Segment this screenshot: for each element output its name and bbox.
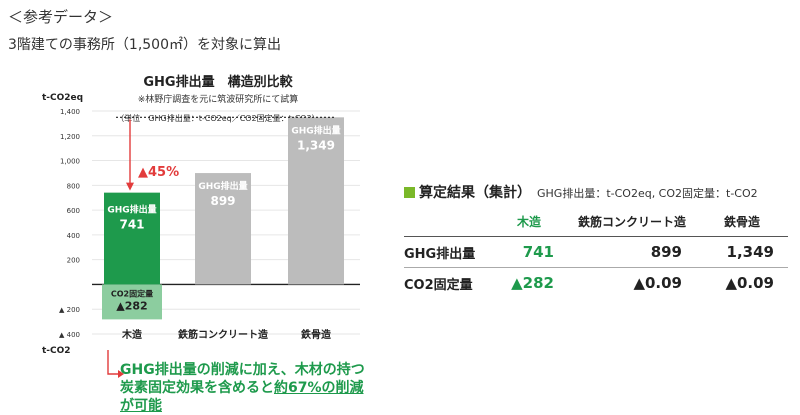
bar-ghg-2 xyxy=(195,173,251,285)
x-category-label: 鉄筋コンクリート造 xyxy=(178,328,269,341)
y-tick-label: 1,000 xyxy=(60,158,80,166)
y-tick-label: 800 xyxy=(67,182,80,190)
reduction-note: GHG排出量の削減に加え、木材の持つ炭素固定効果を含めると約67%の削減が可能 xyxy=(120,362,365,414)
summary-cell: 1,349 xyxy=(696,236,788,268)
summary-cell: ▲0.09 xyxy=(633,274,682,292)
y-axis-label-top: t-CO2eq xyxy=(42,93,83,103)
summary-title: 算定結果（集計） GHG排出量：t-CO2eq, CO2固定量：t-CO2 xyxy=(404,182,758,202)
summary-col-blank xyxy=(404,206,490,237)
summary-table: 木造 鉄筋コンクリート造 鉄骨造 GHG排出量 741 899 1,349 CO… xyxy=(404,206,788,298)
bar-value-label: 741 xyxy=(119,218,144,232)
summary-row-label: CO2固定量 xyxy=(404,277,473,293)
bar-value-label: 1,349 xyxy=(297,138,335,152)
y-tick-label: 1,200 xyxy=(60,133,80,141)
ghg-comparison-chart: GHG排出量 構造別比較 ※林野庁調査を元に筑波研究所にて試算 （単位 GHG排… xyxy=(42,74,360,378)
summary-cell: 741 xyxy=(490,236,568,268)
summary-col-steel: 鉄骨造 xyxy=(696,206,788,237)
y-tick-label: ▲ 400 xyxy=(59,331,80,339)
table-row: CO2固定量 ▲282 ▲0.09 ▲0.09 xyxy=(404,268,788,299)
summary-unit: GHG排出量：t-CO2eq, CO2固定量：t-CO2 xyxy=(537,187,758,200)
x-category-label: 木造 xyxy=(121,328,143,341)
y-tick-label: ▲ 200 xyxy=(59,306,80,314)
y-tick-label: 400 xyxy=(67,232,80,240)
reduction-percent-label: ▲45% xyxy=(138,165,179,180)
bar-ghg-3 xyxy=(288,117,344,285)
fixed-series-label: CO2固定量 xyxy=(111,288,153,298)
bar-series-label: GHG排出量 xyxy=(198,180,247,192)
arrow-head-icon xyxy=(126,182,134,191)
summary-col-rc: 鉄筋コンクリート造 xyxy=(568,206,696,237)
reference-data-heading: ＜参考データ＞ xyxy=(8,8,114,26)
bar-series-label: GHG排出量 xyxy=(291,124,340,136)
bar-co2-fixed-1 xyxy=(102,284,162,320)
bar-value-label: 899 xyxy=(210,194,235,208)
fixed-value-label: ▲282 xyxy=(116,299,147,312)
summary-row-label: GHG排出量 xyxy=(404,236,490,268)
summary-cell: ▲0.09 xyxy=(725,274,774,292)
note-arrow-icon xyxy=(118,370,124,378)
reference-data-subtitle: 3階建ての事務所（1,500㎡）を対象に算出 xyxy=(8,37,281,53)
y-axis-label-bottom: t-CO2 xyxy=(42,346,71,356)
green-square-icon xyxy=(404,187,415,198)
note-bracket-line xyxy=(107,350,119,375)
summary-cell: ▲282 xyxy=(511,274,554,292)
chart-unit-note: （単位 GHG排出量：t-CO2eq／CO2固定量：t-CO2） xyxy=(116,113,319,123)
y-tick-label: 600 xyxy=(67,207,80,215)
y-tick-label: 1,400 xyxy=(60,108,80,116)
summary-col-wood: 木造 xyxy=(490,206,568,237)
y-tick-label: 200 xyxy=(67,257,80,265)
x-category-label: 鉄骨造 xyxy=(301,328,332,341)
bar-series-label: GHG排出量 xyxy=(107,204,156,216)
chart-title: GHG排出量 構造別比較 xyxy=(143,74,293,90)
table-row: GHG排出量 741 899 1,349 xyxy=(404,236,788,268)
chart-subtitle: ※林野庁調査を元に筑波研究所にて試算 xyxy=(138,93,299,105)
summary-header-row: 木造 鉄筋コンクリート造 鉄骨造 xyxy=(404,206,788,237)
bar-ghg-1 xyxy=(104,192,160,285)
summary-cell: 899 xyxy=(568,236,696,268)
